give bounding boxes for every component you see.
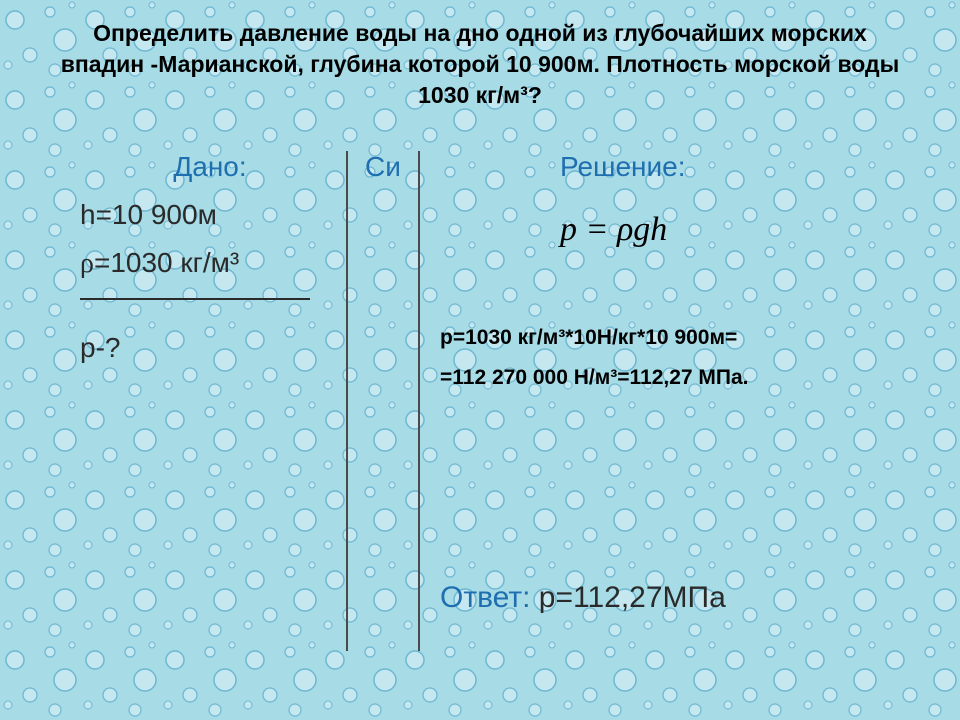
given-depth: h=10 900м: [80, 199, 340, 231]
given-section: Дано: h=10 900м ρ=1030 кг/м³ p-?: [80, 151, 340, 364]
solution-label: Решение:: [560, 151, 686, 183]
unknown-quantity: p-?: [80, 332, 340, 364]
si-label: Си: [365, 151, 401, 183]
answer-label: Ответ:: [440, 581, 539, 614]
calculation-line-1: p=1030 кг/м³*10Н/кг*10 900м=: [440, 326, 737, 350]
divider-line-2: [418, 151, 420, 651]
divider-line-1: [346, 151, 348, 651]
slide-content: Определить давление воды на дно одной из…: [0, 0, 960, 720]
problem-statement: Определить давление воды на дно одной из…: [0, 0, 960, 111]
given-separator: [80, 298, 310, 300]
solution-layout: Дано: h=10 900м ρ=1030 кг/м³ p-? Си Реше…: [0, 151, 960, 711]
density-value: =1030 кг/м³: [94, 247, 239, 278]
answer-line: Ответ: p=112,27МПа: [440, 581, 726, 615]
answer-value: p=112,27МПа: [539, 581, 726, 614]
given-density: ρ=1030 кг/м³: [80, 247, 340, 280]
calculation-line-2: =112 270 000 Н/м³=112,27 МПа.: [440, 366, 749, 390]
pressure-formula: p = ρgh: [560, 211, 667, 249]
rho-symbol: ρ: [80, 248, 94, 279]
given-label: Дано:: [80, 151, 340, 183]
